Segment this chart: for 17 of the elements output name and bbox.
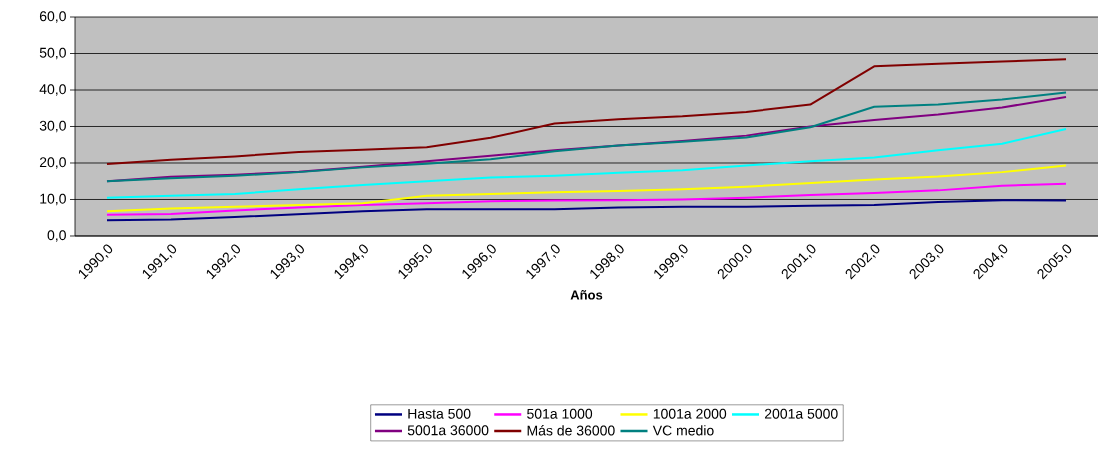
legend-label: 2001a 5000 (764, 408, 838, 419)
y-tick-label: 0,0 (47, 230, 66, 242)
legend-label: Más de 36000 (527, 425, 615, 436)
line-series (105, 58, 1068, 166)
line-series (105, 182, 1068, 216)
y-tick-label: 60,0 (39, 11, 66, 23)
legend-label: 501a 1000 (527, 408, 593, 419)
legend-label: VC medio (652, 425, 714, 436)
y-tick-label: 20,0 (39, 157, 66, 169)
legend-label: 5001a 36000 (407, 425, 489, 436)
y-tick-label: 50,0 (39, 47, 66, 60)
y-tick-label: 10,0 (40, 193, 66, 206)
legend-label: 1001a 2000 (653, 408, 727, 419)
x-axis-title: Años (570, 290, 603, 300)
y-tick-label: 40,0 (39, 84, 66, 96)
legend-label: Hasta 500 (408, 408, 471, 419)
y-tick-label: 30,0 (39, 120, 66, 133)
